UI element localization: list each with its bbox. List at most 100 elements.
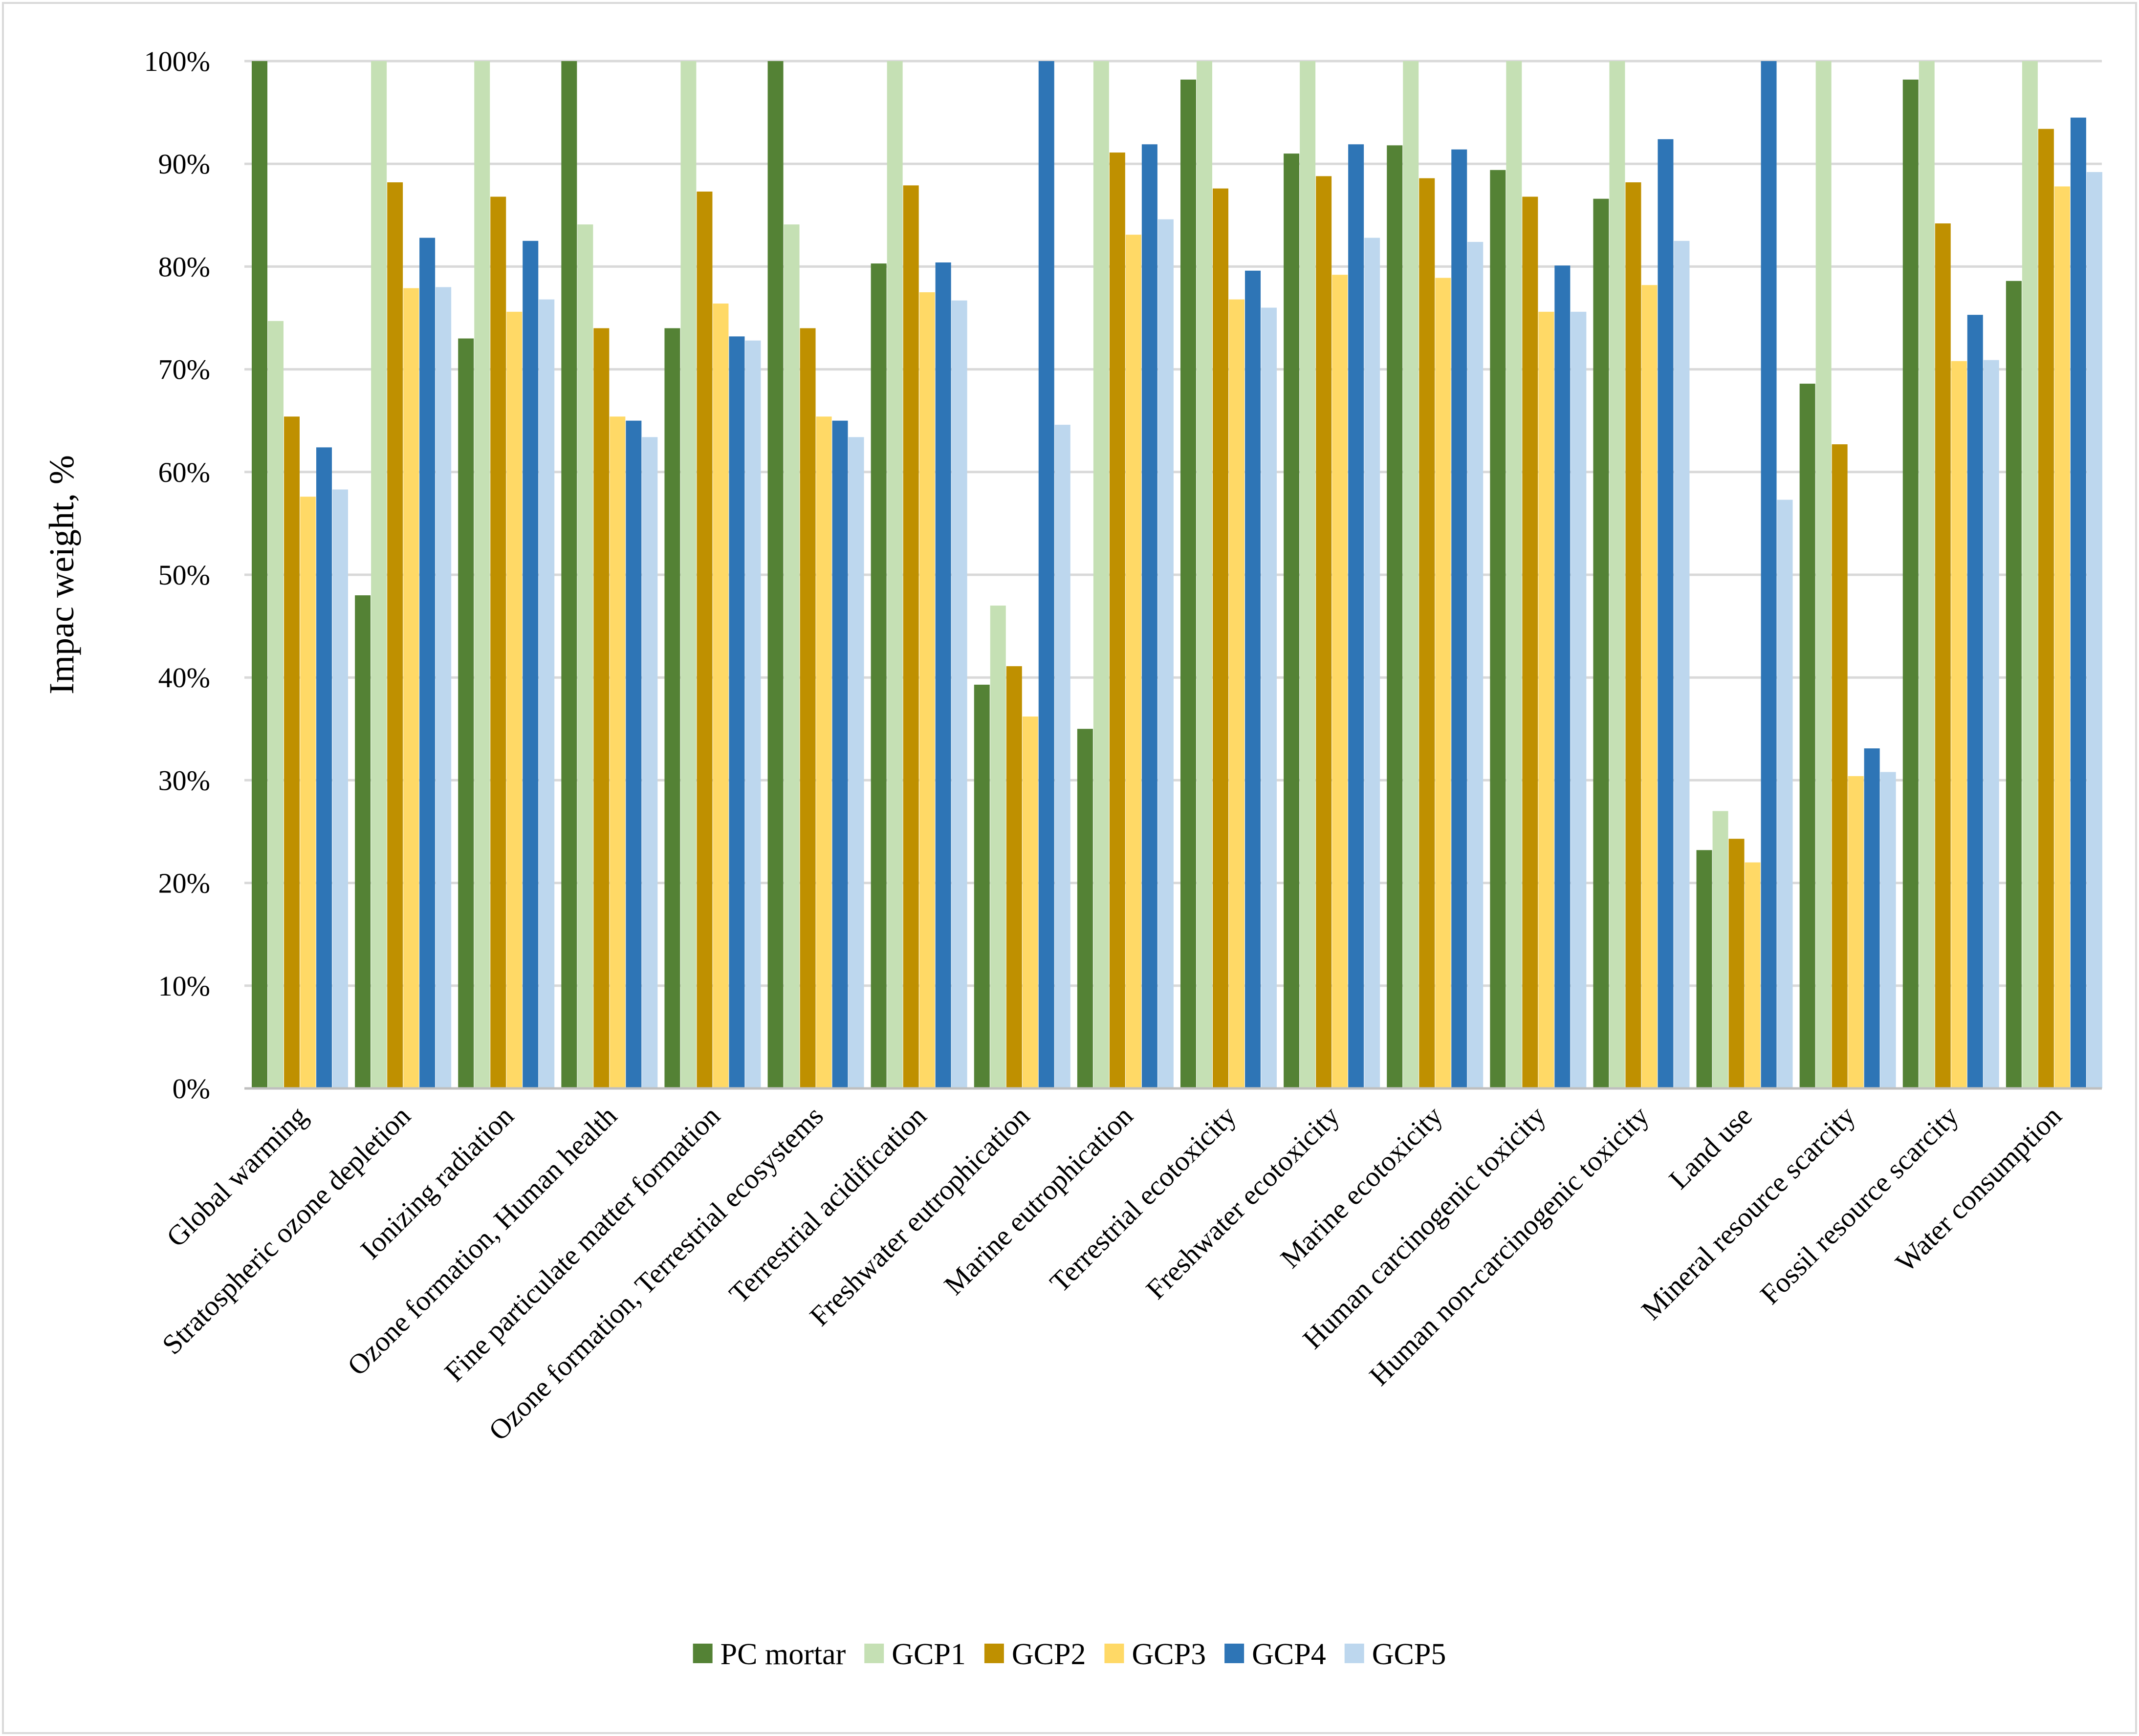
bar-gcp2 bbox=[1419, 178, 1435, 1089]
bar-gcp5 bbox=[848, 437, 864, 1088]
bar-gcp5 bbox=[1054, 425, 1070, 1089]
y-axis-ticks: 0% 10% 20% 30% 40% 50% 60% 70% 80% 90% 100% bbox=[144, 45, 210, 1105]
bar-gcp4 bbox=[419, 238, 436, 1089]
y-tick-label: 20% bbox=[158, 868, 210, 899]
y-tick-label: 0% bbox=[173, 1073, 210, 1105]
bar-gcp5 bbox=[2086, 172, 2102, 1088]
bar-gcp2 bbox=[1213, 188, 1228, 1089]
bar-gcp1 bbox=[1300, 61, 1316, 1088]
bar-gcp3 bbox=[1332, 275, 1348, 1088]
legend-label-gcp1: GCP1 bbox=[892, 1638, 966, 1671]
x-tick-label: Marine eutrophication bbox=[938, 1100, 1139, 1301]
bar-gcp2 bbox=[593, 328, 610, 1088]
bar-gcp1 bbox=[887, 61, 903, 1088]
y-tick-label: 50% bbox=[158, 559, 210, 591]
bar-gcp2 bbox=[903, 185, 919, 1088]
x-tick-label: Terrestrial acidification bbox=[723, 1100, 933, 1309]
bar-pc-mortar bbox=[1799, 384, 1815, 1088]
bar-gcp5 bbox=[332, 489, 348, 1089]
x-tick-label: Fossil resource scarcity bbox=[1754, 1100, 1964, 1310]
legend-swatch-gcp1 bbox=[864, 1644, 884, 1663]
y-tick-label: 70% bbox=[158, 354, 210, 386]
bar-gcp3 bbox=[919, 292, 935, 1089]
bar-gcp4 bbox=[1038, 61, 1054, 1088]
legend-label-pc-mortar: PC mortar bbox=[720, 1638, 846, 1671]
bar-gcp4 bbox=[1141, 144, 1157, 1089]
bar-gcp3 bbox=[816, 416, 832, 1088]
bar-pc-mortar bbox=[1593, 198, 1609, 1089]
bar-gcp1 bbox=[1712, 811, 1728, 1088]
y-tick-label: 90% bbox=[158, 148, 210, 180]
bar-gcp2 bbox=[697, 191, 713, 1089]
bar-gcp1 bbox=[1093, 61, 1109, 1088]
x-tick-label: Freshwater ecotoxicity bbox=[1140, 1100, 1346, 1305]
x-tick-label: Mineral resource scarcity bbox=[1635, 1100, 1861, 1326]
bar-gcp3 bbox=[1641, 285, 1658, 1088]
bar-gcp2 bbox=[1935, 223, 1951, 1089]
bar-gcp2 bbox=[284, 416, 300, 1088]
bar-gcp4 bbox=[316, 447, 332, 1088]
bar-gcp3 bbox=[1951, 361, 1967, 1089]
bar-pc-mortar bbox=[1902, 79, 1919, 1089]
bar-gcp5 bbox=[1157, 219, 1174, 1088]
bar-gcp3 bbox=[1435, 278, 1451, 1088]
bar-gcp1 bbox=[990, 606, 1006, 1088]
bar-gcp4 bbox=[1348, 144, 1364, 1089]
legend-swatch-gcp4 bbox=[1224, 1644, 1244, 1663]
bar-gcp4 bbox=[1554, 265, 1571, 1088]
legend-swatch-gcp5 bbox=[1344, 1644, 1364, 1663]
bar-gcp5 bbox=[1364, 238, 1380, 1089]
bar-gcp1 bbox=[1197, 61, 1212, 1088]
bar-gcp3 bbox=[1848, 776, 1864, 1088]
legend-swatch-gcp3 bbox=[1104, 1644, 1124, 1663]
bar-pc-mortar bbox=[1180, 79, 1196, 1089]
bar-gcp3 bbox=[403, 288, 419, 1088]
bar-pc-mortar bbox=[1077, 729, 1093, 1088]
bar-gcp5 bbox=[539, 299, 555, 1088]
bar-gcp1 bbox=[1815, 61, 1832, 1088]
bar-gcp4 bbox=[729, 336, 745, 1089]
bar-pc-mortar bbox=[1284, 153, 1300, 1089]
bar-pc-mortar bbox=[355, 595, 371, 1088]
legend: PC mortar GCP1 GCP2 GCP3 GCP4 GCP5 bbox=[693, 1638, 1446, 1671]
bar-gcp4 bbox=[1245, 270, 1261, 1088]
bar-gcp1 bbox=[577, 224, 593, 1088]
bar-gcp3 bbox=[2054, 186, 2070, 1089]
bar-gcp1 bbox=[2022, 61, 2038, 1088]
legend-label-gcp2: GCP2 bbox=[1012, 1638, 1086, 1671]
bar-gcp1 bbox=[1609, 61, 1625, 1088]
bar-gcp2 bbox=[800, 328, 816, 1088]
bar-gcp2 bbox=[1728, 839, 1745, 1088]
bar-gcp4 bbox=[1864, 748, 1880, 1088]
bar-gcp2 bbox=[2038, 129, 2054, 1089]
bar-pc-mortar bbox=[1490, 170, 1506, 1088]
bar-gcp4 bbox=[626, 420, 642, 1089]
bar-gcp3 bbox=[713, 304, 729, 1088]
bar-gcp1 bbox=[1919, 61, 1935, 1088]
x-tick-label: Terrestrial ecotoxicity bbox=[1044, 1100, 1242, 1298]
bar-gcp1 bbox=[784, 224, 800, 1088]
bar-gcp1 bbox=[474, 61, 490, 1088]
legend-swatch-gcp2 bbox=[984, 1644, 1004, 1663]
bar-gcp5 bbox=[1983, 360, 1999, 1088]
bar-gcp3 bbox=[506, 311, 523, 1089]
bar-gcp5 bbox=[1261, 307, 1277, 1088]
bar-gcp4 bbox=[1761, 61, 1777, 1088]
y-tick-label: 30% bbox=[158, 764, 210, 796]
bar-pc-mortar bbox=[974, 684, 990, 1088]
bar-gcp2 bbox=[1316, 176, 1332, 1088]
y-tick-label: 100% bbox=[144, 45, 210, 77]
bar-pc-mortar bbox=[458, 338, 474, 1088]
bar-gcp4 bbox=[935, 262, 951, 1089]
legend-label-gcp4: GCP4 bbox=[1252, 1638, 1326, 1671]
bar-gcp3 bbox=[1745, 862, 1761, 1088]
bar-gcp2 bbox=[1109, 152, 1125, 1088]
legend-swatch-pc-mortar bbox=[693, 1644, 713, 1663]
bar-gcp1 bbox=[680, 61, 697, 1088]
legend-label-gcp5: GCP5 bbox=[1372, 1638, 1446, 1671]
bar-gcp4 bbox=[523, 240, 539, 1089]
bar-gcp1 bbox=[371, 61, 387, 1088]
